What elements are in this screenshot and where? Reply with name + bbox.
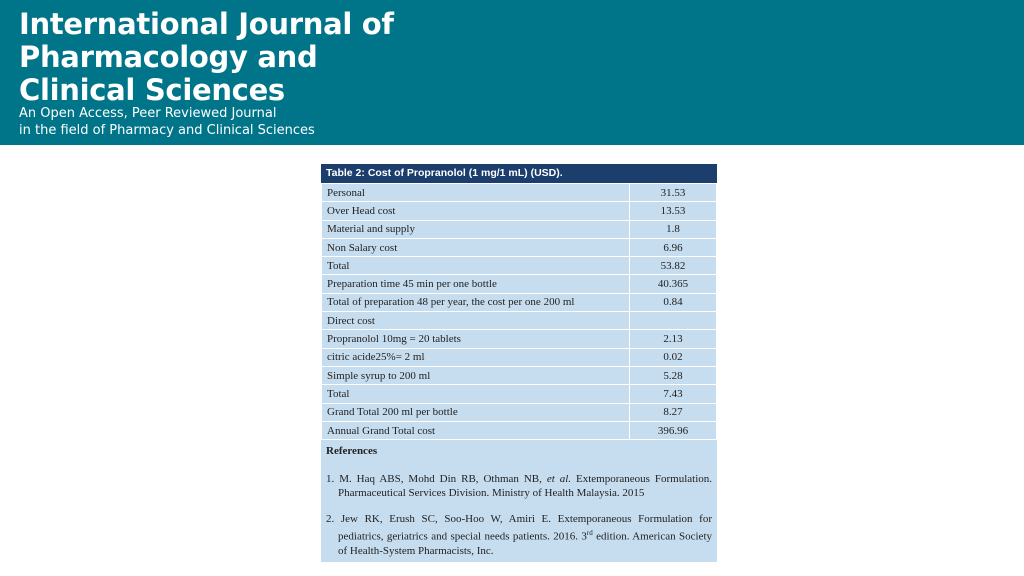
journal-title: International Journal of Pharmacology an…	[19, 8, 394, 107]
row-value: 1.8	[629, 219, 717, 239]
table-row: Simple syrup to 200 ml 5.28	[321, 365, 717, 386]
title-line: International Journal of	[19, 7, 394, 41]
table-row: Non Salary cost 6.96	[321, 237, 717, 258]
row-label: citric acide25%= 2 ml	[321, 347, 630, 367]
title-line: Pharmacology and	[19, 40, 318, 74]
row-value: 2.13	[629, 329, 717, 349]
table-row: citric acide25%= 2 ml 0.02	[321, 347, 717, 367]
table-row: Total 7.43	[321, 384, 717, 404]
row-label: Preparation time 45 min per one bottle	[321, 274, 630, 294]
row-value: 31.53	[629, 182, 717, 203]
table-row: Annual Grand Total cost 396.96	[321, 420, 717, 441]
journal-subtitle: An Open Access, Peer Reviewed Journal in…	[19, 105, 315, 139]
row-label: Direct cost	[321, 311, 630, 331]
row-label: Propranolol 10mg = 20 tablets	[321, 329, 630, 349]
row-label: Material and supply	[321, 219, 630, 239]
journal-banner: International Journal of Pharmacology an…	[0, 0, 1024, 145]
row-label: Total	[321, 256, 630, 276]
table-row: Propranolol 10mg = 20 tablets 2.13	[321, 329, 717, 349]
references-heading: References	[326, 445, 378, 458]
reference-italic: et al.	[546, 473, 572, 486]
table-row: Direct cost	[321, 311, 717, 331]
row-label: Simple syrup to 200 ml	[321, 365, 630, 386]
row-value: 7.43	[629, 384, 717, 404]
row-label: Grand Total 200 ml per bottle	[321, 402, 630, 422]
reference-text: edition. American Society of Health-Syst…	[338, 530, 712, 557]
table-row: Material and supply 1.8	[321, 219, 717, 239]
row-value: 396.96	[629, 420, 717, 441]
empty-cell	[629, 311, 717, 331]
table-title: Table 2: Cost of Propranolol (1 mg/1 mL)…	[321, 164, 717, 183]
table-row: Over Head cost 13.53	[321, 201, 717, 221]
row-value: 6.96	[629, 237, 717, 258]
row-value: 0.84	[629, 292, 717, 313]
table-row: Preparation time 45 min per one bottle 40…	[321, 274, 717, 294]
row-label: Non Salary cost	[321, 237, 630, 258]
cost-table: Personal 31.53 Over Head cost 13.53 Material…	[321, 182, 717, 441]
reference-text: 2. Jew RK, Erush SC, Soo-Hoo W, Amiri E.…	[326, 513, 712, 543]
references: References 1. M. Haq ABS, Mohd Din RB, O…	[321, 440, 717, 562]
reference-text: Extemporaneous Formulation. Pharmaceutic…	[338, 473, 713, 500]
row-value: 53.82	[629, 256, 717, 276]
row-value: 13.53	[629, 201, 717, 221]
subtitle-line: in the field of Pharmacy and Clinical Sc…	[19, 123, 315, 138]
reference-text: 1. M. Haq ABS, Mohd Din RB, Othman NB,	[326, 473, 547, 486]
subtitle-line: An Open Access, Peer Reviewed Journal	[19, 106, 277, 121]
reference: 2. Jew RK, Erush SC, Soo-Hoo W, Amiri E.…	[326, 512, 712, 558]
table-row: Grand Total 200 ml per bottle 8.27	[321, 402, 717, 422]
table-row: Personal 31.53	[321, 182, 717, 203]
table-figure: Table 2: Cost of Propranolol (1 mg/1 mL)…	[321, 164, 717, 562]
row-value: 0.02	[629, 347, 717, 367]
reference-superscript: rd	[586, 529, 593, 538]
reference: 1. M. Haq ABS, Mohd Din RB, Othman NB, e…	[326, 472, 712, 500]
row-value: 40.365	[629, 274, 717, 294]
row-value: 8.27	[629, 402, 717, 422]
row-label: Total of preparation 48 per year, the co…	[321, 292, 630, 313]
row-value: 5.28	[629, 365, 717, 386]
row-label: Over Head cost	[321, 201, 630, 221]
table-row: Total of preparation 48 per year, the co…	[321, 292, 717, 313]
row-label: Annual Grand Total cost	[321, 420, 630, 441]
table-row: Total 53.82	[321, 256, 717, 276]
title-line: Clinical Sciences	[19, 73, 285, 107]
row-label: Personal	[321, 182, 630, 203]
row-label: Total	[321, 384, 630, 404]
